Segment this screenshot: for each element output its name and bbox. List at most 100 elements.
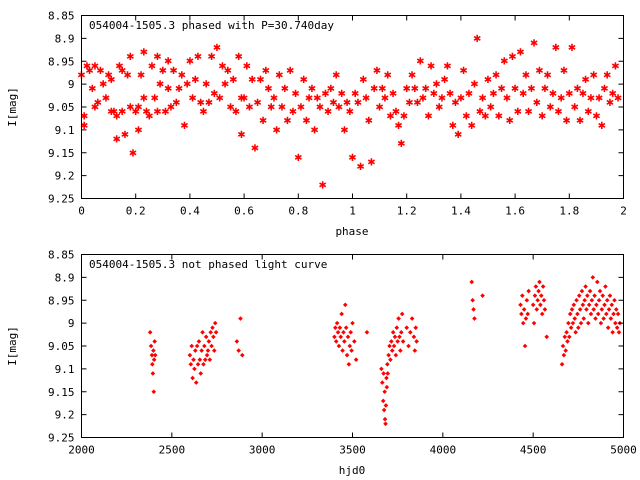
data-point: ✱ [248, 75, 256, 86]
data-point: ✱ [205, 98, 213, 109]
data-point [575, 311, 580, 317]
data-point: ✱ [142, 107, 150, 118]
x-tick-label: 4500 [520, 444, 547, 457]
data-point [538, 302, 543, 308]
data-point: ✱ [259, 116, 267, 127]
data-point: ✱ [226, 103, 234, 114]
data-point: ✱ [367, 157, 375, 168]
data-point [567, 311, 573, 317]
data-point: ✱ [411, 84, 419, 95]
data-point [209, 343, 214, 349]
data-point [364, 329, 370, 335]
data-point: ✱ [140, 93, 148, 104]
data-point [148, 343, 154, 349]
data-point: ✱ [253, 98, 261, 109]
data-point: ✱ [221, 80, 229, 91]
data-point: ✱ [560, 66, 568, 77]
data-point: ✱ [194, 52, 202, 63]
data-point: ✱ [600, 84, 608, 95]
phased-plot-y-axis-label: I[mag] [6, 87, 19, 127]
data-point [584, 307, 589, 312]
data-point: ✱ [603, 71, 611, 82]
data-point: ✱ [272, 125, 280, 136]
data-point [567, 334, 572, 340]
data-point [339, 311, 344, 317]
data-point [149, 352, 155, 358]
data-point [536, 288, 541, 294]
data-point [579, 288, 585, 294]
data-point [572, 316, 578, 321]
data-point: ✱ [422, 84, 430, 95]
data-point: ✱ [514, 107, 522, 118]
data-point [192, 366, 197, 372]
data-point [383, 403, 389, 408]
data-point: ✱ [327, 84, 335, 95]
data-point: ✱ [584, 107, 592, 118]
data-point [191, 357, 196, 363]
data-point [197, 357, 203, 363]
data-point [541, 297, 547, 303]
data-point [400, 339, 406, 344]
data-point [577, 307, 583, 312]
data-point [353, 357, 359, 363]
data-point [336, 343, 342, 349]
data-point [597, 288, 603, 294]
data-point: ✱ [606, 98, 614, 109]
x-tick-label: 0.6 [234, 205, 254, 218]
data-point: ✱ [430, 89, 438, 100]
y-tick-label: 9.25 [48, 432, 75, 445]
data-point [390, 329, 396, 335]
data-point: ✱ [289, 107, 297, 118]
data-point [592, 293, 597, 298]
data-point: ✱ [552, 43, 560, 54]
data-point: ✱ [568, 43, 576, 54]
data-point [606, 307, 612, 312]
data-point [573, 329, 578, 335]
data-point: ✱ [118, 107, 126, 118]
data-point: ✱ [213, 43, 221, 54]
data-point [190, 375, 195, 381]
data-point: ✱ [148, 61, 156, 72]
data-point [194, 343, 200, 349]
data-point: ✱ [362, 93, 370, 104]
data-point: ✱ [110, 107, 118, 118]
data-point: ✱ [175, 84, 183, 95]
data-point [398, 329, 404, 335]
data-point: ✱ [497, 84, 505, 95]
x-tick-label: 2 [620, 205, 627, 218]
data-point: ✱ [335, 103, 343, 114]
data-point: ✱ [281, 84, 289, 95]
data-point: ✱ [235, 52, 243, 63]
data-point: ✱ [581, 75, 589, 86]
data-point [613, 307, 619, 312]
y-tick-label: 8.9 [55, 271, 75, 284]
data-point: ✱ [524, 107, 532, 118]
data-point: ✱ [403, 84, 411, 95]
data-point [561, 352, 567, 358]
data-point [578, 320, 584, 326]
phased-plot-ticks: 0 0.2 0.4 0.6 0.8 1 1.2 1.4 1.6 1.8 2 8.85 8.9 8.95 9 9… [48, 10, 627, 218]
x-tick-label: 1 [349, 205, 356, 218]
data-point: ✱ [300, 75, 308, 86]
y-tick-label: 9.2 [55, 170, 75, 183]
data-point [522, 343, 528, 349]
data-point: ✱ [587, 93, 595, 104]
data-point: ✱ [316, 103, 324, 114]
data-point [570, 320, 576, 326]
data-point: ✱ [186, 57, 194, 68]
data-point [609, 302, 615, 308]
data-point: ✱ [237, 93, 245, 104]
data-point [538, 293, 544, 298]
data-point: ✱ [91, 103, 99, 114]
data-point: ✱ [576, 116, 584, 127]
data-point [151, 348, 156, 353]
data-point [523, 316, 529, 321]
data-point: ✱ [481, 112, 489, 123]
data-point [347, 343, 353, 349]
data-point [188, 362, 194, 367]
data-point [408, 329, 413, 335]
data-point [612, 297, 617, 303]
data-point [472, 316, 477, 321]
data-point: ✱ [495, 112, 503, 123]
